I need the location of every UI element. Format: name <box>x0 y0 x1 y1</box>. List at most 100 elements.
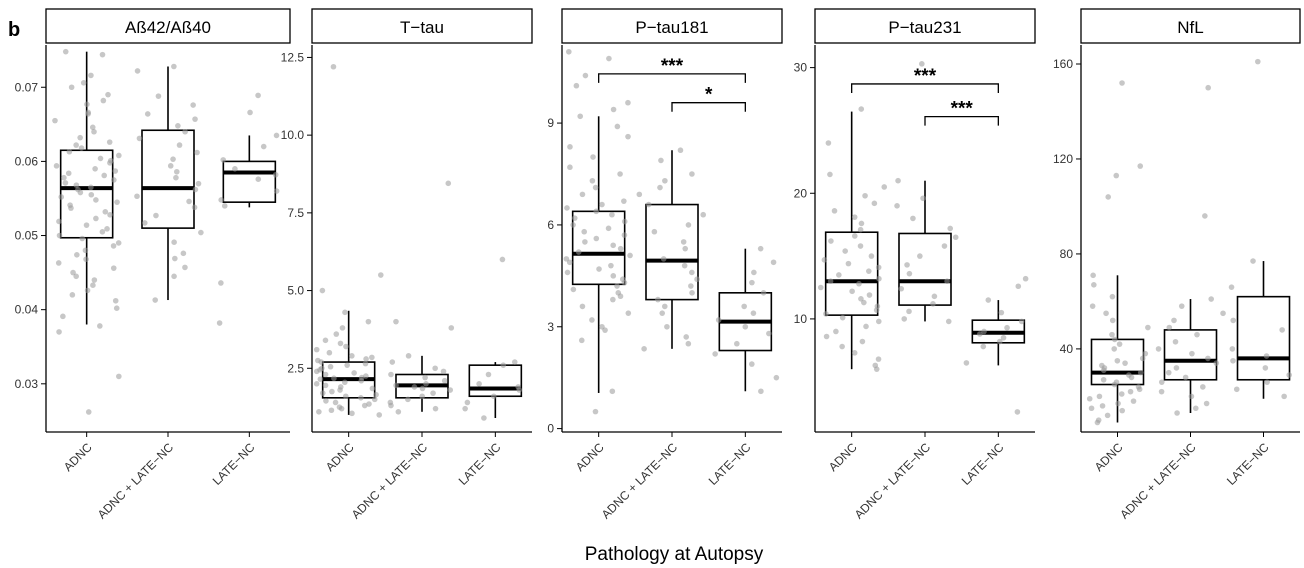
data-point <box>944 278 950 285</box>
data-point <box>1194 331 1200 338</box>
data-point <box>373 391 379 398</box>
data-point <box>405 396 411 403</box>
data-point <box>1182 374 1189 381</box>
data-point <box>464 399 471 406</box>
x-tick-label: ADNC + LATE−NC <box>95 440 177 522</box>
data-point <box>499 256 506 263</box>
data-point <box>1127 388 1134 395</box>
data-point <box>106 139 113 145</box>
data-point <box>1094 419 1101 426</box>
data-point <box>827 278 834 285</box>
data-point <box>610 242 616 249</box>
data-point <box>53 163 60 169</box>
data-point <box>842 248 848 254</box>
data-point <box>941 243 948 249</box>
data-point <box>1281 393 1287 400</box>
data-point <box>430 390 436 396</box>
data-point <box>977 331 983 337</box>
data-point <box>358 377 365 384</box>
facet-strip <box>1080 8 1301 44</box>
data-point <box>858 220 865 227</box>
data-point <box>662 177 668 184</box>
data-point <box>751 269 757 276</box>
data-point <box>930 301 936 307</box>
data-point <box>858 106 865 112</box>
data-point <box>1100 376 1107 383</box>
data-point <box>73 273 79 280</box>
data-point <box>851 350 858 356</box>
data-point <box>1122 360 1128 366</box>
data-point <box>570 222 576 228</box>
data-point <box>688 283 694 289</box>
data-point <box>1145 324 1151 331</box>
facet-title: NfL <box>1177 18 1203 37</box>
data-point <box>1158 379 1165 385</box>
data-point <box>573 82 580 89</box>
data-point <box>107 211 113 218</box>
data-point <box>74 252 80 258</box>
data-point <box>895 177 901 184</box>
data-point <box>898 285 905 292</box>
data-point <box>681 262 688 269</box>
data-point <box>88 72 94 79</box>
data-point <box>180 250 187 257</box>
significance-label: *** <box>951 99 974 120</box>
data-point <box>89 124 96 131</box>
data-point <box>592 408 599 415</box>
data-point <box>84 101 90 108</box>
data-point <box>871 200 878 207</box>
data-point <box>155 93 162 99</box>
data-point <box>344 362 350 368</box>
data-point <box>658 157 664 164</box>
data-point <box>61 174 67 181</box>
data-point <box>93 215 99 222</box>
data-point <box>592 184 599 191</box>
box <box>59 149 114 239</box>
data-point <box>868 253 875 259</box>
data-point <box>766 330 772 337</box>
data-point <box>863 323 869 330</box>
y-tick-label: 40 <box>1060 342 1074 356</box>
data-point <box>112 168 119 174</box>
data-point <box>342 309 348 316</box>
data-point <box>331 375 337 382</box>
data-point <box>683 334 690 340</box>
data-point <box>255 92 261 99</box>
data-point <box>657 184 663 191</box>
x-tick-label: ADNC <box>826 440 860 474</box>
x-tick-label: LATE−NC <box>706 440 754 488</box>
data-point <box>100 97 107 104</box>
data-point <box>316 408 322 415</box>
data-point <box>186 198 192 205</box>
data-point <box>85 409 92 415</box>
data-point <box>326 349 333 356</box>
data-point <box>910 215 916 222</box>
data-point <box>192 186 199 193</box>
data-point <box>1096 393 1103 400</box>
data-point <box>570 286 577 293</box>
data-point <box>91 277 98 283</box>
box <box>571 210 626 286</box>
data-point <box>173 174 179 181</box>
data-point <box>56 329 62 335</box>
y-tick-label: 10 <box>794 312 808 326</box>
data-point <box>1015 283 1022 290</box>
data-point <box>79 235 86 242</box>
facet-title: P−tau231 <box>888 18 961 37</box>
data-point <box>68 205 74 211</box>
significance-bracket <box>851 83 999 93</box>
data-point <box>338 405 345 412</box>
data-point <box>712 351 718 357</box>
data-point <box>577 113 584 120</box>
data-point <box>1105 194 1111 200</box>
data-point <box>1090 272 1096 279</box>
data-point <box>917 253 923 259</box>
data-point <box>1118 391 1125 397</box>
data-point <box>1203 400 1210 407</box>
data-point <box>680 239 687 245</box>
data-point <box>110 265 117 271</box>
data-point <box>593 235 600 242</box>
data-point <box>845 260 852 267</box>
